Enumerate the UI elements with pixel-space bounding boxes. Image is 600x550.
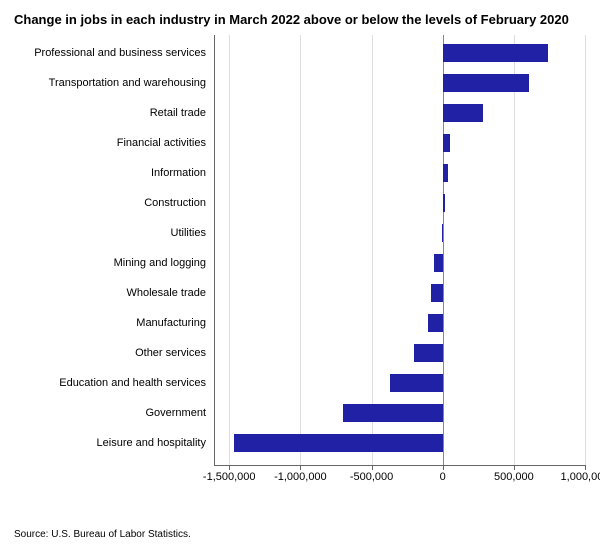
- y-axis-label: Government: [14, 407, 206, 419]
- gridline: [372, 35, 373, 465]
- bar: [234, 434, 443, 452]
- gridline: [229, 35, 230, 465]
- x-axis-label: 1,000,000: [561, 471, 600, 483]
- x-axis-label: 0: [440, 471, 446, 483]
- bar: [443, 104, 483, 122]
- source-note: Source: U.S. Bureau of Labor Statistics.: [14, 529, 191, 540]
- gridline: [514, 35, 515, 465]
- bar: [390, 374, 443, 392]
- y-axis-label: Transportation and warehousing: [14, 77, 206, 89]
- x-axis-label: -1,500,000: [203, 471, 256, 483]
- y-axis-label: Retail trade: [14, 107, 206, 119]
- y-axis-label: Education and health services: [14, 377, 206, 389]
- x-tick: [372, 465, 373, 470]
- bar: [343, 404, 443, 422]
- bar: [428, 314, 442, 332]
- bar: [443, 74, 530, 92]
- y-axis-label: Construction: [14, 197, 206, 209]
- bar: [443, 134, 450, 152]
- bar: [443, 164, 448, 182]
- x-tick: [300, 465, 301, 470]
- bar: [443, 194, 445, 212]
- y-axis-label: Other services: [14, 347, 206, 359]
- y-axis-label: Wholesale trade: [14, 287, 206, 299]
- bar: [442, 224, 443, 242]
- x-tick: [585, 465, 586, 470]
- bar: [414, 344, 442, 362]
- bar: [434, 254, 443, 272]
- y-axis-label: Information: [14, 167, 206, 179]
- x-axis-label: 500,000: [494, 471, 534, 483]
- chart-container: -1,500,000-1,000,000-500,0000500,0001,00…: [14, 35, 586, 490]
- bar: [431, 284, 442, 302]
- y-axis-label: Mining and logging: [14, 257, 206, 269]
- chart-title: Change in jobs in each industry in March…: [14, 12, 586, 29]
- x-tick: [443, 465, 444, 470]
- bar: [443, 44, 548, 62]
- zero-line: [443, 35, 444, 465]
- y-axis-label: Utilities: [14, 227, 206, 239]
- y-axis-label: Professional and business services: [14, 47, 206, 59]
- x-tick: [514, 465, 515, 470]
- plot-area: -1,500,000-1,000,000-500,0000500,0001,00…: [214, 35, 585, 466]
- gridline: [300, 35, 301, 465]
- page: Change in jobs in each industry in March…: [0, 0, 600, 550]
- x-tick: [229, 465, 230, 470]
- x-axis-label: -1,000,000: [274, 471, 327, 483]
- y-axis-label: Manufacturing: [14, 317, 206, 329]
- x-axis-label: -500,000: [350, 471, 393, 483]
- y-axis-label: Financial activities: [14, 137, 206, 149]
- gridline: [585, 35, 586, 465]
- y-axis-label: Leisure and hospitality: [14, 437, 206, 449]
